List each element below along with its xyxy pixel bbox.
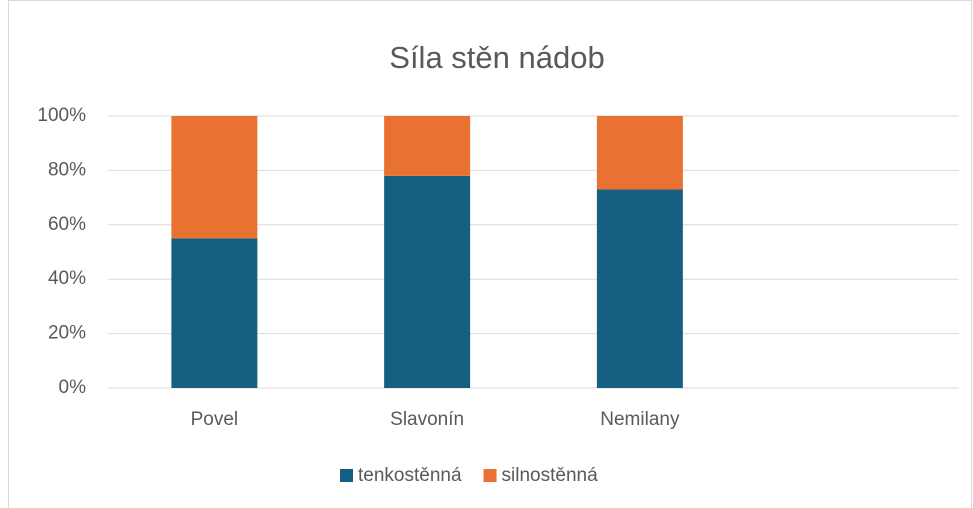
legend-label: silnostěnná <box>502 465 599 486</box>
y-tick-label: 100% <box>37 105 86 126</box>
chart-title: Síla stěn nádob <box>389 40 604 75</box>
y-tick-label: 80% <box>48 159 86 180</box>
x-tick-label: Nemilany <box>600 409 680 430</box>
x-tick-label: Slavonín <box>390 409 464 430</box>
y-tick-label: 0% <box>59 377 87 398</box>
bar-segment <box>596 116 683 190</box>
bar-segment <box>596 189 683 388</box>
bar-segment <box>384 175 471 388</box>
y-tick-label: 60% <box>48 214 86 235</box>
legend-label: tenkostěnná <box>358 465 462 486</box>
y-tick-label: 40% <box>48 268 86 289</box>
bar-segment <box>171 116 258 239</box>
legend-swatch <box>340 469 353 482</box>
legend-swatch <box>483 469 497 482</box>
chart-border <box>8 0 972 508</box>
x-tick-label: Povel <box>191 409 239 430</box>
bar-segment <box>384 116 471 176</box>
bar-segment <box>171 238 258 388</box>
y-tick-label: 20% <box>48 323 86 344</box>
